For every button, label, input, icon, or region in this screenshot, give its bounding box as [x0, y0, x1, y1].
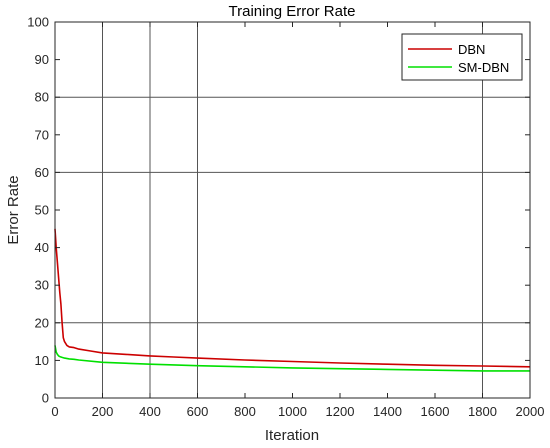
y-tick-label-40: 40	[35, 240, 49, 255]
chart-title: Training Error Rate	[229, 3, 356, 20]
plot-area	[55, 22, 530, 398]
x-axis-title: Iteration	[265, 427, 319, 444]
y-tick-label-80: 80	[35, 90, 49, 105]
x-tick-label-1800: 1800	[468, 404, 497, 419]
x-tick-label-600: 600	[187, 404, 209, 419]
x-tick-label-200: 200	[92, 404, 114, 419]
legend-box	[401, 33, 523, 81]
axis-ticks: 0 200 400 600 800 1000 1200 1400 1600 1800 2000 0 10…	[27, 15, 544, 420]
series-lines	[54, 228, 531, 372]
y-tick-label-0: 0	[42, 391, 49, 406]
y-tick-label-30: 30	[35, 278, 49, 293]
grid-lines	[55, 22, 530, 398]
y-tick-label-50: 50	[35, 203, 49, 218]
legend-label-sm-dbn: SM-DBN	[458, 60, 509, 75]
y-tick-label-60: 60	[35, 165, 49, 180]
x-tick-label-1200: 1200	[326, 404, 355, 419]
series-line-sm-dbn	[54, 345, 530, 372]
y-tick-label-100: 100	[27, 15, 49, 30]
y-tick-label-70: 70	[35, 127, 49, 142]
x-tick-label-1600: 1600	[421, 404, 450, 419]
x-tick-label-1400: 1400	[373, 404, 402, 419]
legend: DBN SM-DBN	[401, 33, 523, 81]
x-tick-label-400: 400	[139, 404, 161, 419]
y-tick-label-20: 20	[35, 315, 49, 330]
y-tick-label-10: 10	[35, 353, 49, 368]
y-tick-label-90: 90	[35, 52, 49, 67]
x-tick-label-800: 800	[234, 404, 256, 419]
x-tick-label-2000: 2000	[516, 404, 545, 419]
series-line-dbn	[54, 228, 531, 368]
y-axis-title: Error Rate	[5, 175, 22, 244]
x-tick-label-1000: 1000	[278, 404, 307, 419]
legend-label-dbn: DBN	[458, 42, 485, 57]
x-tick-label-0: 0	[51, 404, 58, 419]
